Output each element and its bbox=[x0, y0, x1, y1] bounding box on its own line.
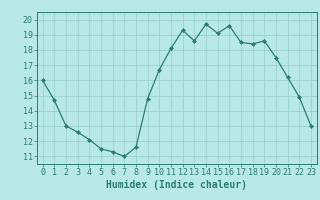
X-axis label: Humidex (Indice chaleur): Humidex (Indice chaleur) bbox=[106, 180, 247, 190]
